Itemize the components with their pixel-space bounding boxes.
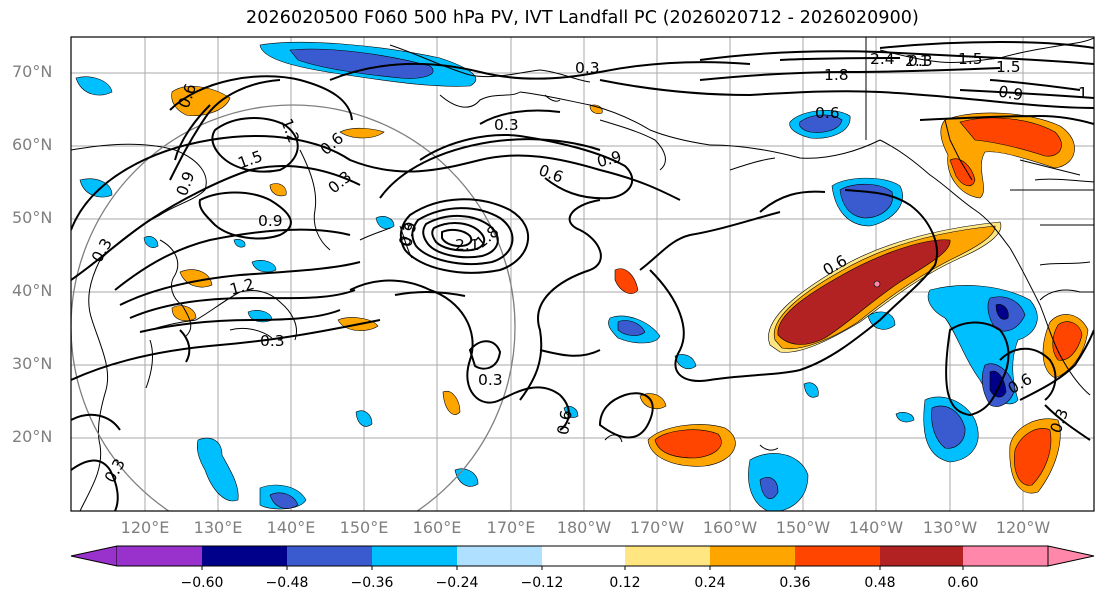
colorbar-tick-label: 0.48 [864, 575, 896, 591]
plot-frame [70, 36, 1095, 512]
colorbar-bin [625, 546, 710, 566]
colorbar-tick-label: −0.48 [265, 575, 309, 591]
contour-label: 0.9 [595, 148, 623, 172]
colorbar-extend-low [70, 545, 118, 567]
colorbar-bin [880, 546, 963, 566]
contour-labels: 0.3 1.5 1.2 0.9 0.6 0.3 0.3 0.6 0.3 0.9 … [88, 50, 1088, 486]
colorbar-bin [457, 546, 542, 566]
contour-label: 0.9 [997, 82, 1024, 104]
colorbar-tick-label: −0.60 [180, 575, 224, 591]
contour-label: 1.5 [958, 50, 983, 68]
contour-label: 0.3 [478, 371, 503, 389]
lat-label: 40°N [12, 281, 53, 300]
colorbar-tick-label: −0.24 [435, 575, 479, 591]
lat-label: 30°N [12, 354, 53, 373]
contour-label: 1.5 [996, 58, 1021, 76]
lon-label: 120°W [995, 518, 1051, 537]
contour-label: 0.6 [554, 409, 576, 436]
colorbar-tick-label: −0.36 [350, 575, 394, 591]
colorbar-bin [795, 546, 880, 566]
lat-label: 20°N [12, 427, 53, 446]
contour-label: 0.3 [397, 221, 419, 248]
lon-label: 150°E [339, 518, 389, 537]
colorbar-bin [117, 546, 202, 566]
contour-label: 1.2 [228, 275, 256, 299]
lon-label: 140°E [266, 518, 316, 537]
contour-label: 0.3 [908, 52, 933, 70]
contour-label: 0.3 [260, 332, 285, 350]
colorbar-tick-label: 0.60 [947, 575, 979, 591]
contour-label: 2.4 [870, 50, 895, 68]
lon-label: 120°E [120, 518, 170, 537]
colorbar-tick-label: 0.12 [609, 575, 641, 591]
map-title: 2026020500 F060 500 hPa PV, IVT Landfall… [246, 8, 919, 28]
contour-label: 1.8 [824, 66, 849, 84]
contour-label: 0.3 [494, 116, 519, 134]
lon-label: 160°E [412, 518, 462, 537]
lon-label: 140°W [848, 518, 904, 537]
colorbar [70, 545, 1095, 570]
lat-label: 70°N [12, 62, 53, 81]
colorbar-tick-label: 0.36 [779, 575, 811, 591]
colorbar-bin [963, 546, 1048, 566]
contour-label: 0.6 [815, 104, 840, 122]
lon-label: 180°W [556, 518, 612, 537]
lon-label: 130°E [193, 518, 243, 537]
pv-contours [71, 40, 1094, 511]
lon-label: 170°W [629, 518, 685, 537]
contour-label: 2.1 [905, 52, 930, 70]
lat-label: 60°N [12, 135, 53, 154]
colorbar-tick-label: −0.12 [520, 575, 564, 591]
contour-label: 0.9 [258, 212, 283, 230]
colorbar-bin [542, 546, 625, 566]
colorbar-bin [372, 546, 457, 566]
lon-label: 170°E [486, 518, 536, 537]
contour-label: 0.3 [575, 59, 600, 77]
ivt-positive-shading [171, 86, 1089, 494]
lon-label: 160°W [702, 518, 758, 537]
lon-label: 130°W [922, 518, 978, 537]
colorbar-bin [287, 546, 372, 566]
lon-label: 150°W [775, 518, 831, 537]
colorbar-bin [202, 546, 287, 566]
lat-label: 50°N [12, 208, 53, 227]
colorbar-bin [710, 546, 795, 566]
colorbar-extend-high [1047, 545, 1095, 567]
colorbar-tick-label: 0.24 [694, 575, 726, 591]
ivt-negative-shading [75, 41, 1038, 511]
contour-label: 2.1 [455, 236, 480, 254]
range-ring [71, 104, 516, 511]
contour-label: 1 [1078, 84, 1088, 102]
